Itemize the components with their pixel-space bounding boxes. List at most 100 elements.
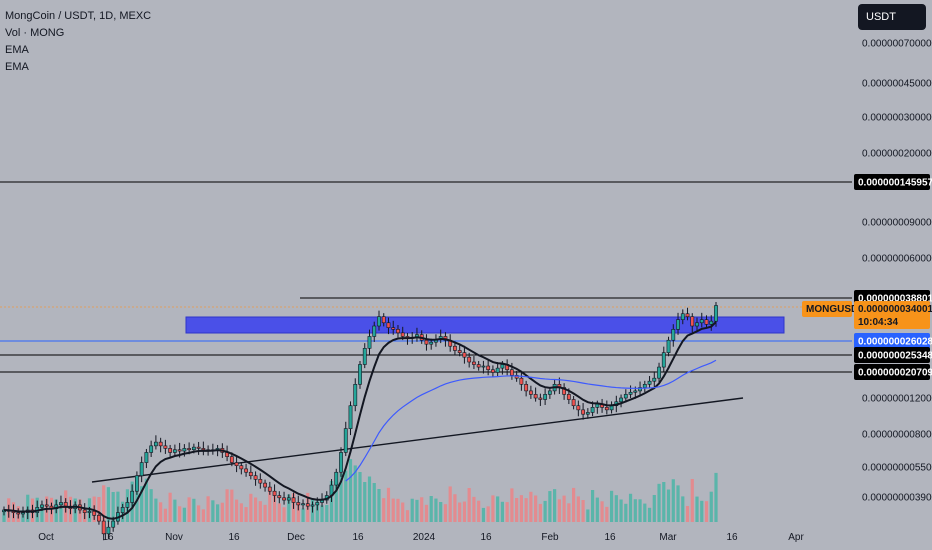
candle-body xyxy=(533,394,538,399)
volume-bar xyxy=(405,510,410,522)
legend-volume[interactable]: Vol · MONG xyxy=(5,27,65,39)
volume-bar xyxy=(363,482,367,522)
candle-body xyxy=(509,369,514,376)
volume-bar xyxy=(106,487,111,522)
candle-body xyxy=(576,405,581,411)
x-tick-label: 16 xyxy=(352,532,364,543)
last-price-tag xyxy=(854,301,930,329)
y-tick-label: 0.000000700000 xyxy=(862,39,932,50)
volume-bar xyxy=(168,492,172,522)
price-level-tag xyxy=(854,364,930,380)
volume-bar xyxy=(557,499,561,522)
volume-bar xyxy=(662,482,666,522)
volume-bar xyxy=(472,496,476,522)
x-tick-label: Mar xyxy=(659,532,677,543)
volume-bar xyxy=(149,489,153,522)
volume-bar xyxy=(253,497,258,522)
price-level-tag xyxy=(854,347,930,363)
candle-body xyxy=(229,456,234,463)
volume-bar xyxy=(197,505,201,522)
volume-bar xyxy=(657,483,661,522)
volume-bar xyxy=(572,487,576,522)
candle-body xyxy=(201,448,206,451)
candle-body xyxy=(315,502,320,506)
candle-body xyxy=(543,394,548,400)
candle-body xyxy=(168,448,173,453)
volume-bar xyxy=(481,507,486,522)
volume-bar xyxy=(59,506,63,522)
x-tick-label: 16 xyxy=(228,532,240,543)
volume-bar xyxy=(239,503,243,522)
candle-body xyxy=(500,364,505,369)
y-tick-label: 0.000000450000 xyxy=(862,79,932,90)
volume-bar xyxy=(643,503,647,522)
candle-body xyxy=(547,390,552,395)
x-axis: Oct 16 Nov 16 Dec 16 2024 16 Feb 16 Mar 16 Apr xyxy=(38,532,804,543)
legend-title[interactable]: MongCoin / USDT, 1D, MEXC xyxy=(5,10,152,22)
volume-bar xyxy=(519,495,523,522)
candle-body xyxy=(377,316,381,327)
candle-body xyxy=(467,356,472,363)
candle-body xyxy=(585,412,590,415)
volume-bar xyxy=(325,505,329,522)
y-tick-label: 0.000000200000 xyxy=(862,149,932,160)
candle-body xyxy=(381,316,386,324)
candle-body xyxy=(44,504,49,507)
currency-button[interactable]: USDT xyxy=(858,4,926,30)
trendlines-group xyxy=(91,397,744,483)
volume-bar xyxy=(685,506,690,522)
volume-bar xyxy=(690,479,694,522)
candle-body xyxy=(305,503,310,507)
volume-bar xyxy=(424,504,429,522)
volume-bar xyxy=(443,504,448,522)
candle-body xyxy=(424,339,429,345)
y-tick-label: 0.000000012000 xyxy=(862,394,932,405)
candle-body xyxy=(661,352,666,368)
volume-bar xyxy=(211,500,215,522)
volume-bar xyxy=(609,490,614,522)
candle-body xyxy=(642,384,647,388)
volume-bar xyxy=(287,494,291,522)
candle-body xyxy=(277,495,282,499)
volume-bar xyxy=(453,494,457,522)
volume-bar xyxy=(429,496,433,522)
y-tick-label: 0.000000003900 xyxy=(862,493,932,504)
candle-body xyxy=(367,336,372,349)
price-level-tag-text: 0.000000020709 xyxy=(858,368,932,379)
candle-body xyxy=(690,316,695,327)
candle-body xyxy=(476,364,481,368)
volume-bar xyxy=(315,501,319,522)
x-tick-label: 16 xyxy=(480,532,492,543)
candle-body xyxy=(519,377,524,385)
legend-ema-fast[interactable]: EMA xyxy=(5,44,29,56)
candle-body xyxy=(258,479,263,484)
last-price-tag-text: 0.000000034001 xyxy=(858,304,932,315)
volume-bar xyxy=(334,480,338,522)
support-trendline xyxy=(91,397,744,483)
volume-bar xyxy=(458,502,462,522)
volume-bar xyxy=(652,495,656,522)
volume-bar xyxy=(628,493,633,522)
volume-bar xyxy=(695,496,699,522)
volume-bar xyxy=(234,499,239,522)
volume-bar xyxy=(605,506,609,522)
candle-body xyxy=(457,350,462,353)
volume-bar xyxy=(515,498,519,522)
volume-bar xyxy=(173,499,177,522)
y-tick-label: 0.000000300000 xyxy=(862,113,932,124)
volume-bar xyxy=(467,488,471,522)
candle-body xyxy=(429,341,434,345)
candle-body xyxy=(177,449,182,452)
volume-bar xyxy=(220,502,224,522)
volume-bar xyxy=(272,495,277,522)
x-tick-label: Apr xyxy=(788,532,804,543)
legend-ema-slow[interactable]: EMA xyxy=(5,61,29,73)
candle-body xyxy=(101,520,106,535)
volume-bar xyxy=(358,472,362,522)
volume-bar xyxy=(353,465,357,522)
candle-body xyxy=(191,446,196,451)
x-tick-label: 2024 xyxy=(413,532,436,543)
candle-body xyxy=(125,502,130,508)
volume-bar xyxy=(486,506,490,522)
